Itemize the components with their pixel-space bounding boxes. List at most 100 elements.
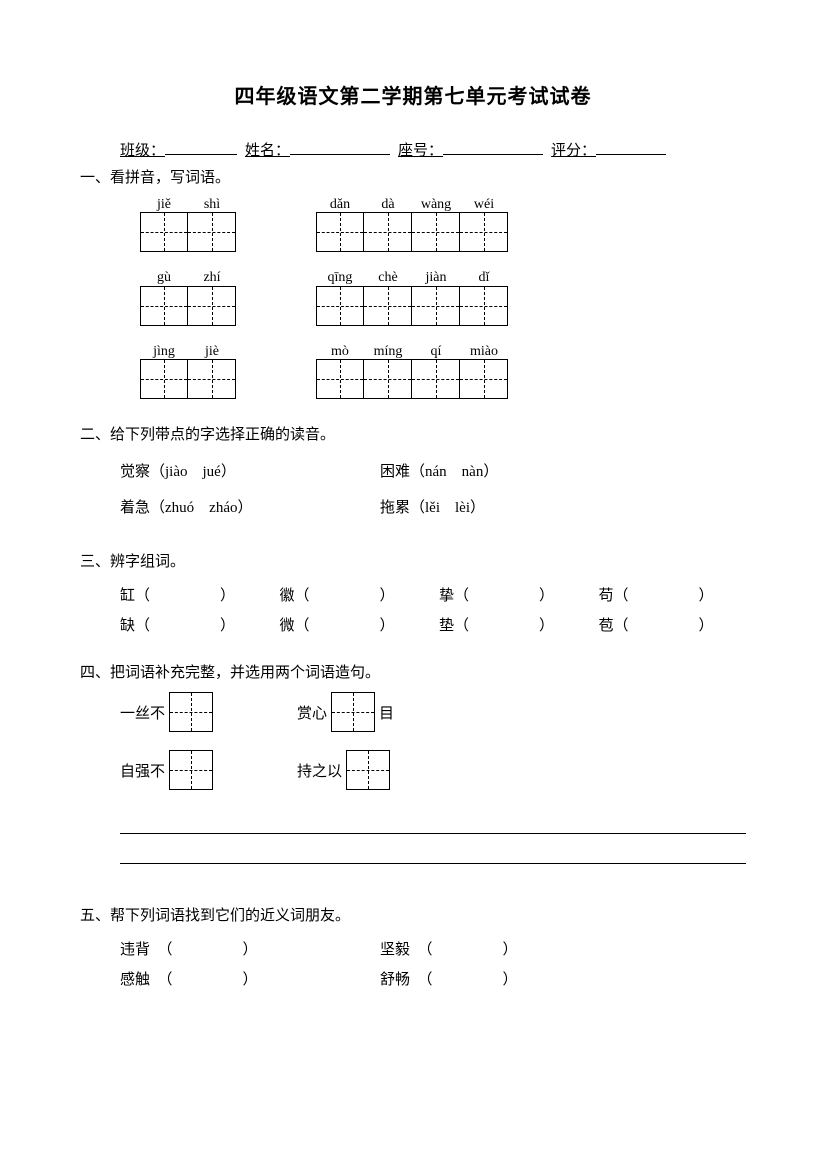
q4-item: 自强不 [120, 750, 217, 790]
q5-item: 感触 （） [120, 965, 380, 995]
q3-row: 缸（） 徽（） 挚（） 苟（） [120, 581, 746, 611]
q1-title: 一、看拼音，写词语。 [80, 166, 746, 187]
char-box[interactable] [188, 286, 236, 326]
q3-item: 徽（） [280, 581, 428, 611]
q4-item: 赏心 目 [297, 692, 394, 732]
q1-left-group: jìng jiè [140, 344, 236, 399]
q2-body: 觉察（jiào jué） 困难（nán nàn） 着急（zhuó zháo） 拖… [80, 454, 746, 526]
char-box[interactable] [460, 286, 508, 326]
q2-row: 觉察（jiào jué） 困难（nán nàn） [120, 454, 746, 490]
char-box[interactable] [364, 286, 412, 326]
char-box[interactable] [364, 359, 412, 399]
pinyin-label: miào [460, 344, 508, 359]
q3-item: 挚（） [439, 581, 587, 611]
seat-blank[interactable] [443, 140, 543, 155]
q2-row: 着急（zhuó zháo） 拖累（lěi lèi） [120, 490, 746, 526]
q4-row: 自强不 持之以 [120, 750, 746, 790]
pinyin-label: chè [364, 270, 412, 285]
pinyin-label: wéi [460, 197, 508, 212]
q3-item: 苟（） [599, 581, 747, 611]
exam-page: 四年级语文第二学期第七单元考试试卷 班级： 姓名： 座号： 评分： 一、看拼音，… [0, 0, 826, 1169]
pinyin-label: shì [188, 197, 236, 212]
score-blank[interactable] [596, 140, 666, 155]
q3-item: 缺（） [120, 611, 268, 641]
pinyin-label: mò [316, 344, 364, 359]
pinyin-label: qí [412, 344, 460, 359]
pinyin-label: dǐ [460, 270, 508, 285]
q1-right-group: qīng chè jiàn dǐ [316, 270, 508, 325]
char-box[interactable] [188, 359, 236, 399]
q3-title: 三、辨字组词。 [80, 550, 746, 571]
q1-row: jìng jiè mò míng qí miào [140, 344, 746, 399]
char-box[interactable] [169, 692, 213, 732]
q1-body: jiě shì dǎn dà wàng wéi [80, 197, 746, 399]
pinyin-label: jìng [140, 344, 188, 359]
q5-title: 五、帮下列词语找到它们的近义词朋友。 [80, 904, 746, 925]
char-box[interactable] [460, 212, 508, 252]
char-box[interactable] [460, 359, 508, 399]
q3-item: 苞（） [599, 611, 747, 641]
char-box[interactable] [364, 212, 412, 252]
char-box[interactable] [140, 286, 188, 326]
q1-left-group: gù zhí [140, 270, 236, 325]
char-box[interactable] [412, 286, 460, 326]
score-field: 评分： [551, 139, 666, 160]
name-blank[interactable] [290, 140, 390, 155]
char-box[interactable] [140, 359, 188, 399]
char-box[interactable] [346, 750, 390, 790]
class-blank[interactable] [165, 140, 237, 155]
q4-title: 四、把词语补充完整，并选用两个词语造句。 [80, 661, 746, 682]
pinyin-label: wàng [412, 197, 460, 212]
q2-item: 着急（zhuó zháo） [120, 490, 380, 526]
q4-item: 持之以 [297, 750, 394, 790]
pinyin-label: míng [364, 344, 412, 359]
char-box[interactable] [316, 286, 364, 326]
char-box[interactable] [316, 359, 364, 399]
q5-row: 感触 （） 舒畅 （） [120, 965, 746, 995]
q5-item: 舒畅 （） [380, 965, 640, 995]
q3-item: 缸（） [120, 581, 268, 611]
char-box[interactable] [331, 692, 375, 732]
pinyin-label: qīng [316, 270, 364, 285]
q3-item: 垫（） [439, 611, 587, 641]
char-box[interactable] [412, 212, 460, 252]
q2-item: 拖累（lěi lèi） [380, 490, 640, 526]
page-title: 四年级语文第二学期第七单元考试试卷 [80, 80, 746, 109]
q1-row: jiě shì dǎn dà wàng wéi [140, 197, 746, 252]
seat-field: 座号： [398, 139, 543, 160]
pinyin-label: jiě [140, 197, 188, 212]
name-field: 姓名： [245, 139, 390, 160]
q4-item: 一丝不 [120, 692, 217, 732]
q3-body: 缸（） 徽（） 挚（） 苟（） 缺（） 微（） 垫（） 苞（） [80, 581, 746, 641]
pinyin-label: dà [364, 197, 412, 212]
class-field: 班级： [120, 139, 237, 160]
pinyin-label: jiàn [412, 270, 460, 285]
sentence-line[interactable] [120, 808, 746, 834]
char-box[interactable] [140, 212, 188, 252]
char-box[interactable] [169, 750, 213, 790]
char-box[interactable] [316, 212, 364, 252]
pinyin-label: gù [140, 270, 188, 285]
q5-row: 违背 （） 坚毅 （） [120, 935, 746, 965]
pinyin-label: jiè [188, 344, 236, 359]
q3-item: 微（） [280, 611, 428, 641]
char-box[interactable] [412, 359, 460, 399]
q5-item: 违背 （） [120, 935, 380, 965]
sentence-line[interactable] [120, 838, 746, 864]
q4-row: 一丝不 赏心 目 [120, 692, 746, 732]
q3-row: 缺（） 微（） 垫（） 苞（） [120, 611, 746, 641]
q2-title: 二、给下列带点的字选择正确的读音。 [80, 423, 746, 444]
q2-item: 觉察（jiào jué） [120, 454, 380, 490]
q1-right-group: mò míng qí miào [316, 344, 508, 399]
pinyin-label: dǎn [316, 197, 364, 212]
pinyin-label: zhí [188, 270, 236, 285]
q1-row: gù zhí qīng chè jiàn dǐ [140, 270, 746, 325]
q2-item: 困难（nán nàn） [380, 454, 640, 490]
student-info-row: 班级： 姓名： 座号： 评分： [80, 139, 746, 160]
char-box[interactable] [188, 212, 236, 252]
q1-right-group: dǎn dà wàng wéi [316, 197, 508, 252]
q4-body: 一丝不 赏心 目 自强不 持之以 [80, 692, 746, 790]
q1-left-group: jiě shì [140, 197, 236, 252]
q5-item: 坚毅 （） [380, 935, 640, 965]
q5-body: 违背 （） 坚毅 （） 感触 （） 舒畅 （） [80, 935, 746, 995]
